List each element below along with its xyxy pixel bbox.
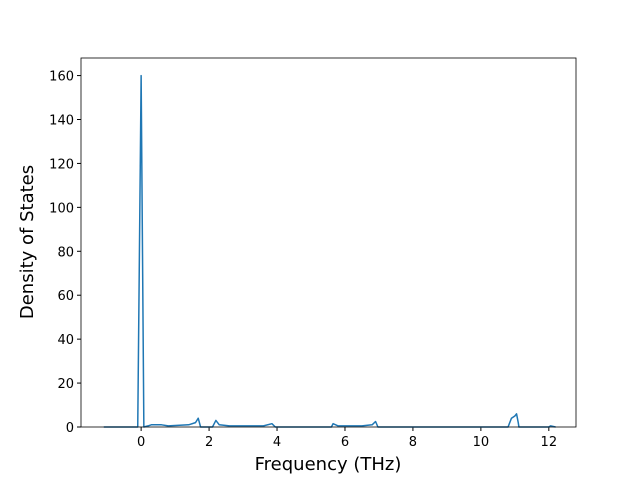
x-tick-label: 8 <box>409 435 417 450</box>
y-tick-label: 20 <box>57 377 74 392</box>
y-tick-label: 40 <box>57 333 74 348</box>
y-axis-label: Density of States <box>17 165 38 319</box>
x-tick-label: 4 <box>273 435 281 450</box>
plot-frame <box>80 57 577 428</box>
x-tick-label: 6 <box>341 435 349 450</box>
y-tick-label: 160 <box>49 70 74 85</box>
x-tick-label: 0 <box>137 435 145 450</box>
y-tick-label: 0 <box>66 421 74 436</box>
x-tick-label: 10 <box>473 435 490 450</box>
y-tick-label: 80 <box>57 245 74 260</box>
x-tick-label: 2 <box>205 435 213 450</box>
y-tick-label: 140 <box>49 114 74 129</box>
y-tick-label: 60 <box>57 289 74 304</box>
y-tick-label: 100 <box>49 201 74 216</box>
x-axis-label: Frequency (THz) <box>255 454 402 475</box>
x-tick-label: 12 <box>541 435 558 450</box>
y-tick-label: 120 <box>49 157 74 172</box>
line <box>103 74 556 428</box>
